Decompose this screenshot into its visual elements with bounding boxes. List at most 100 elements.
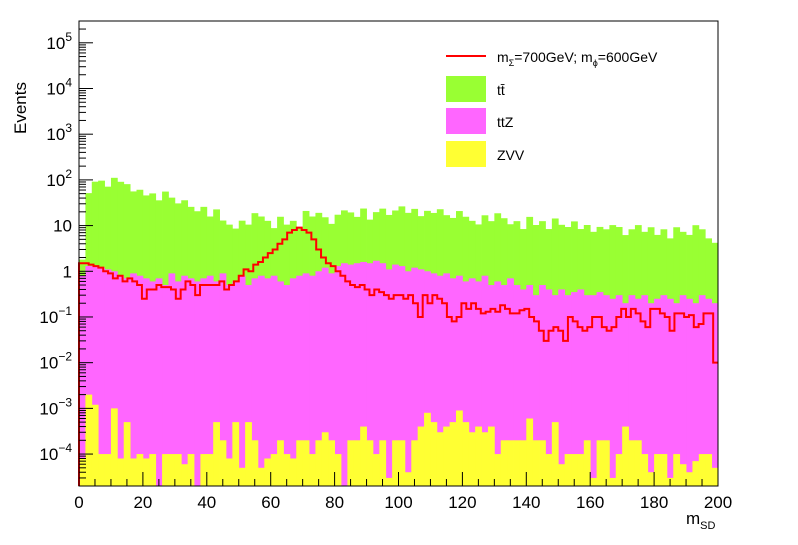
bar-ttz-98: [705, 298, 713, 486]
bar-ttz-77: [571, 292, 578, 486]
bar-ttz-14: [168, 273, 176, 486]
bar-ttz-60: [462, 281, 470, 486]
y-tick-label: 10−4: [39, 441, 72, 464]
bar-zvv-55: [430, 422, 438, 486]
bar-zvv-79: [583, 440, 591, 486]
bar-ttz-66: [500, 285, 508, 486]
bar-ttz-97: [698, 295, 706, 486]
bar-ttz-80: [590, 295, 597, 486]
bar-zvv-75: [558, 464, 566, 486]
bar-ttz-96: [692, 303, 700, 486]
bar-zvv-14: [168, 454, 176, 486]
bar-zvv-22: [219, 440, 227, 486]
bar-zvv-82: [602, 440, 610, 486]
bar-zvv-25: [238, 467, 246, 486]
bar-zvv-36: [309, 454, 316, 486]
bar-ttz-86: [628, 295, 636, 486]
bar-zvv-99: [711, 467, 719, 486]
y-tick-label: 10−3: [39, 395, 72, 418]
bar-ttz-43: [353, 263, 361, 486]
bar-zvv-59: [456, 410, 463, 486]
bar-ttz-37: [315, 271, 323, 486]
bar-zvv-56: [436, 432, 444, 486]
bar-ttz-33: [289, 278, 297, 486]
bar-ttz-53: [417, 269, 425, 486]
bar-zvv-83: [609, 477, 617, 486]
bar-ttz-64: [487, 285, 495, 486]
bar-ttz-79: [583, 295, 591, 486]
bar-ttz-21: [213, 281, 220, 486]
bar-ttz-47: [379, 263, 387, 486]
bar-zvv-26: [245, 422, 252, 486]
bar-zvv-46: [372, 454, 380, 486]
bar-zvv-19: [200, 454, 208, 486]
bar-ttz-27: [251, 278, 259, 486]
bar-ttz-84: [615, 295, 623, 486]
bar-ttz-85: [622, 303, 629, 486]
bar-ttz-52: [411, 267, 419, 486]
signal-series-line: [78, 226, 718, 486]
bar-ttz-74: [551, 295, 559, 486]
bar-zvv-39: [328, 440, 335, 486]
bar-zvv-31: [277, 440, 284, 486]
bar-ttz-73: [545, 289, 553, 486]
bar-ttz-56: [436, 275, 444, 486]
bar-ttz-89: [647, 303, 655, 486]
bar-ttz-1: [85, 266, 93, 486]
bar-ttz-58: [449, 278, 457, 486]
bar-zvv-27: [251, 440, 259, 486]
bar-ttz-25: [238, 275, 246, 486]
histogram-bars: [79, 177, 719, 487]
bar-zvv-60: [462, 422, 470, 486]
bar-zvv-74: [551, 422, 559, 486]
y-tick-label: 104: [46, 76, 72, 99]
x-tick-label: 100: [384, 493, 412, 512]
y-axis-label: Events: [11, 82, 30, 134]
y-tick-label: 10: [53, 217, 72, 236]
bar-zvv-33: [289, 458, 297, 486]
bar-ttz-11: [149, 281, 157, 486]
bar-zvv-24: [232, 422, 240, 486]
bar-ttz-72: [539, 285, 546, 486]
bar-ttz-40: [334, 266, 342, 486]
bar-zvv-65: [494, 454, 502, 486]
bar-zvv-17: [187, 454, 195, 486]
bar-zvv-20: [206, 454, 214, 486]
bar-zvv-9: [136, 454, 144, 486]
bar-ttz-88: [641, 295, 649, 486]
bar-ttz-30: [270, 275, 278, 486]
bar-zvv-2: [91, 404, 99, 486]
bar-zvv-1: [85, 394, 93, 486]
bar-zvv-45: [366, 440, 374, 486]
bar-zvv-84: [615, 454, 623, 486]
bar-ttz-69: [519, 289, 527, 486]
x-axis-ticks: 0 20 40 60 80 100 120 140 160 180 200: [74, 472, 732, 512]
bar-ttz-44: [360, 261, 367, 486]
bar-zvv-53: [417, 426, 425, 486]
bar-ttz-99: [711, 303, 719, 486]
bar-ttz-49: [392, 264, 399, 486]
bar-ttz-31: [277, 281, 284, 486]
bar-zvv-77: [571, 454, 578, 486]
y-tick-label: 10−1: [39, 304, 72, 327]
x-tick-label: 60: [261, 493, 280, 512]
bar-ttz-76: [564, 295, 572, 486]
bar-ttz-61: [468, 278, 476, 486]
x-tick-label: 0: [74, 493, 83, 512]
bar-zvv-32: [283, 454, 291, 486]
legend-zvv-label: ZVV: [497, 147, 525, 163]
bar-zvv-47: [379, 440, 387, 486]
bar-ttz-39: [328, 273, 335, 486]
bar-ttz-50: [398, 266, 406, 486]
bar-zvv-69: [519, 440, 527, 486]
bar-zvv-73: [545, 454, 553, 486]
bar-zvv-91: [660, 454, 668, 486]
bar-zvv-38: [321, 432, 329, 486]
bar-zvv-48: [385, 477, 393, 486]
bar-zvv-94: [679, 464, 687, 486]
bar-ttz-28: [257, 275, 265, 486]
bar-zvv-93: [673, 454, 681, 486]
bar-zvv-21: [213, 422, 220, 486]
